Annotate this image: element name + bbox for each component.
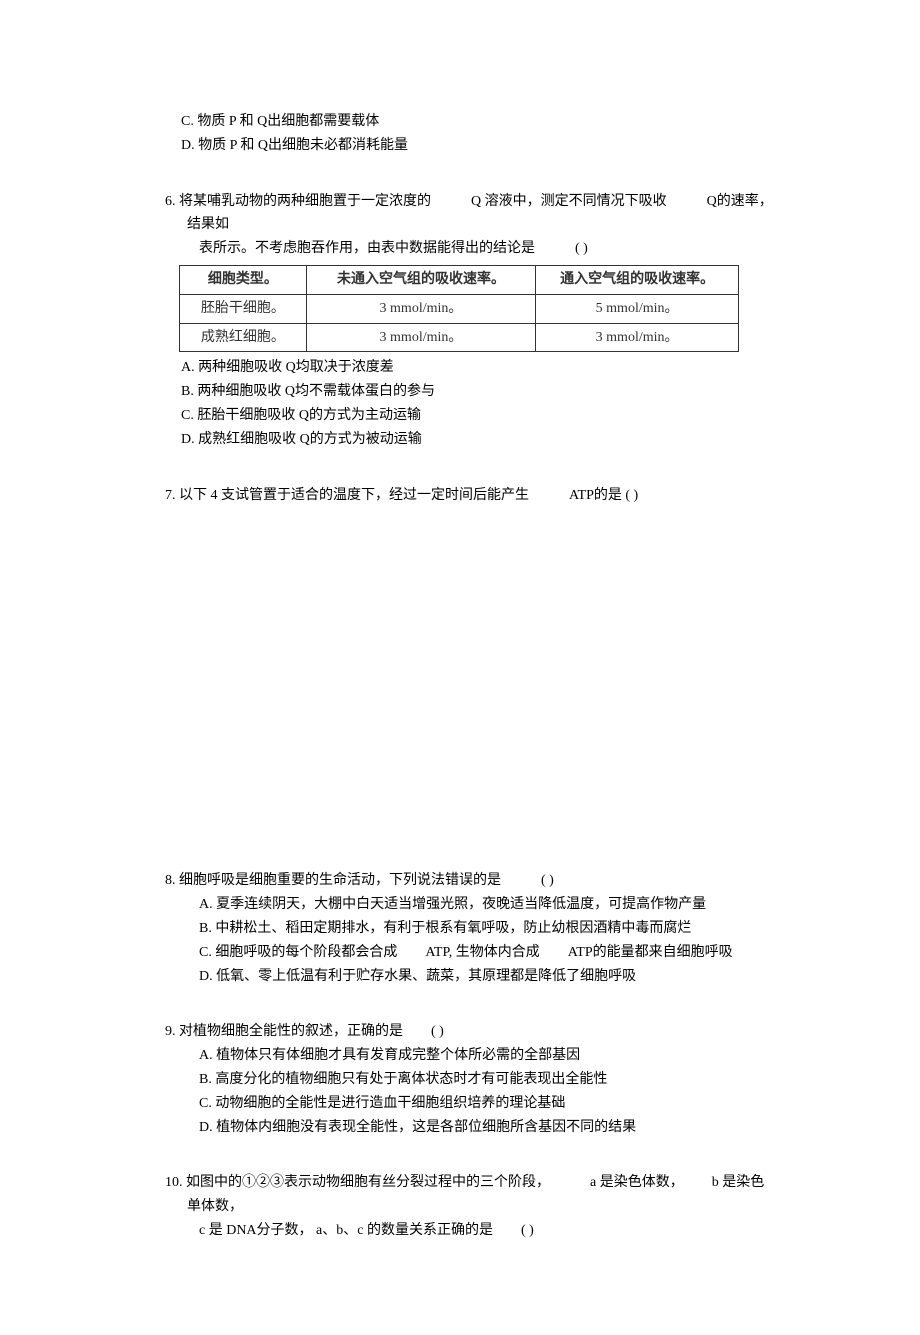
- q7-stem: 7. 以下 4 支试管置于适合的温度下，经过一定时间后能产生 ATP的是 ( ): [165, 484, 775, 508]
- table-header-row: 细胞类型。 未通入空气组的吸收速率。 通入空气组的吸收速率。: [180, 265, 739, 294]
- q6-td-0-0: 胚胎干细胞。: [180, 294, 307, 323]
- question-10: 10. 如图中的①②③表示动物细胞有丝分裂过程中的三个阶段，a 是染色体数，b …: [165, 1171, 775, 1242]
- q9-option-b: B. 高度分化的植物细胞只有处于离体状态时才有可能表现出全能性: [165, 1068, 775, 1092]
- q8-optc-2: ATP, 生物体内合成: [425, 945, 539, 960]
- q10-stem-part2: a 是染色体数，: [590, 1175, 684, 1190]
- q6-stem-part4: 表所示。不考虑胞吞作用，由表中数据能得出的结论是: [199, 241, 535, 256]
- q8-stem-part1: 8. 细胞呼吸是细胞重要的生命活动，下列说法错误的是: [165, 873, 501, 888]
- q10-stem: 10. 如图中的①②③表示动物细胞有丝分裂过程中的三个阶段，a 是染色体数，b …: [165, 1171, 775, 1219]
- q6-td-1-2: 3 mmol/min。: [536, 323, 739, 352]
- q6-stem-line2: 表所示。不考虑胞吞作用，由表中数据能得出的结论是 ( ): [165, 237, 775, 261]
- q8-option-a: A. 夏季连续阴天，大棚中白天适当增强光照，夜晚适当降低温度，可提高作物产量: [165, 893, 775, 917]
- q6-th-1: 未通入空气组的吸收速率。: [306, 265, 535, 294]
- question-9: 9. 对植物细胞全能性的叙述，正确的是 ( ) A. 植物体只有体细胞才具有发育成…: [165, 1020, 775, 1139]
- q8-stem: 8. 细胞呼吸是细胞重要的生命活动，下列说法错误的是 ( ): [165, 869, 775, 893]
- question-7: 7. 以下 4 支试管置于适合的温度下，经过一定时间后能产生 ATP的是 ( ): [165, 484, 775, 838]
- q8-optc-3: ATP的能量都来自细胞呼吸: [568, 945, 733, 960]
- table-row: 成熟红细胞。 3 mmol/min。 3 mmol/min。: [180, 323, 739, 352]
- q9-paren: ( ): [431, 1024, 444, 1039]
- q8-paren: ( ): [541, 873, 554, 888]
- q6-paren: ( ): [575, 241, 588, 256]
- q6-td-0-1: 3 mmol/min。: [306, 294, 535, 323]
- q7-stem-part1: 7. 以下 4 支试管置于适合的温度下，经过一定时间后能产生: [165, 488, 529, 503]
- q6-option-c: C. 胚胎干细胞吸收 Q的方式为主动运输: [165, 404, 775, 428]
- q10-stem-part4: c 是 DNA分子数， a、b、c 的数量关系正确的是: [199, 1223, 493, 1238]
- q9-option-c: C. 动物细胞的全能性是进行造血干细胞组织培养的理论基础: [165, 1092, 775, 1116]
- q8-option-b: B. 中耕松土、稻田定期排水，有利于根系有氧呼吸，防止幼根因酒精中毒而腐烂: [165, 917, 775, 941]
- q10-paren: ( ): [521, 1223, 534, 1238]
- q6-stem: 6. 将某哺乳动物的两种细胞置于一定浓度的Q 溶液中，测定不同情况下吸收Q的速率…: [165, 190, 775, 238]
- q10-stem-line2: c 是 DNA分子数， a、b、c 的数量关系正确的是 ( ): [165, 1219, 775, 1243]
- q6-th-2: 通入空气组的吸收速率。: [536, 265, 739, 294]
- q9-stem: 9. 对植物细胞全能性的叙述，正确的是 ( ): [165, 1020, 775, 1044]
- q6-option-b: B. 两种细胞吸收 Q均不需载体蛋白的参与: [165, 380, 775, 404]
- question-5-tail: C. 物质 P 和 Q出细胞都需要载体 D. 物质 P 和 Q出细胞未必都消耗能…: [165, 110, 775, 158]
- table-row: 胚胎干细胞。 3 mmol/min。 5 mmol/min。: [180, 294, 739, 323]
- q6-td-0-2: 5 mmol/min。: [536, 294, 739, 323]
- q5-option-c: C. 物质 P 和 Q出细胞都需要载体: [165, 110, 775, 134]
- document-page: C. 物质 P 和 Q出细胞都需要载体 D. 物质 P 和 Q出细胞未必都消耗能…: [0, 0, 920, 1335]
- q6-th-0: 细胞类型。: [180, 265, 307, 294]
- q6-option-d: D. 成熟红细胞吸收 Q的方式为被动运输: [165, 428, 775, 452]
- q6-stem-part1: 6. 将某哺乳动物的两种细胞置于一定浓度的: [165, 194, 431, 209]
- q9-option-d: D. 植物体内细胞没有表现全能性，这是各部位细胞所含基因不同的结果: [165, 1116, 775, 1140]
- q10-stem-part1: 10. 如图中的①②③表示动物细胞有丝分裂过程中的三个阶段，: [165, 1175, 550, 1190]
- q6-option-a: A. 两种细胞吸收 Q均取决于浓度差: [165, 356, 775, 380]
- q6-td-1-1: 3 mmol/min。: [306, 323, 535, 352]
- q8-option-c: C. 细胞呼吸的每个阶段都会合成 ATP, 生物体内合成 ATP的能量都来自细胞呼吸: [165, 941, 775, 965]
- q6-td-1-0: 成熟红细胞。: [180, 323, 307, 352]
- q9-option-a: A. 植物体只有体细胞才具有发育成完整个体所必需的全部基因: [165, 1044, 775, 1068]
- question-8: 8. 细胞呼吸是细胞重要的生命活动，下列说法错误的是 ( ) A. 夏季连续阴天，…: [165, 869, 775, 988]
- q6-stem-part2: Q 溶液中，测定不同情况下吸收: [471, 194, 667, 209]
- q6-table: 细胞类型。 未通入空气组的吸收速率。 通入空气组的吸收速率。 胚胎干细胞。 3 …: [179, 265, 739, 352]
- q8-optc-1: C. 细胞呼吸的每个阶段都会合成: [199, 945, 397, 960]
- question-6: 6. 将某哺乳动物的两种细胞置于一定浓度的Q 溶液中，测定不同情况下吸收Q的速率…: [165, 190, 775, 452]
- q8-option-d: D. 低氧、零上低温有利于贮存水果、蔬菜，其原理都是降低了细胞呼吸: [165, 965, 775, 989]
- q7-stem-part2: ATP的是 ( ): [569, 488, 638, 503]
- q9-stem-part1: 9. 对植物细胞全能性的叙述，正确的是: [165, 1024, 403, 1039]
- q7-figure-placeholder: [165, 507, 775, 837]
- q5-option-d: D. 物质 P 和 Q出细胞未必都消耗能量: [165, 134, 775, 158]
